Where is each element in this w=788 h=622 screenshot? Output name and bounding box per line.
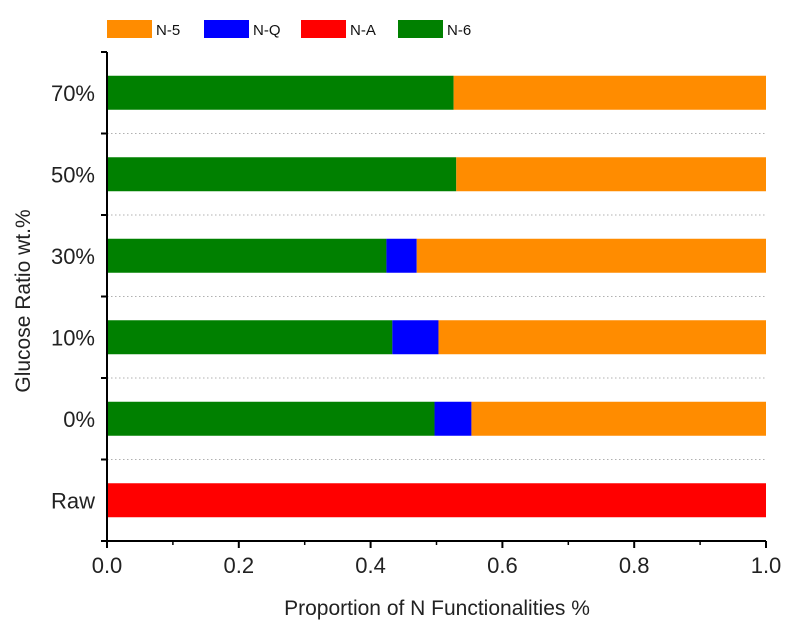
bar-10-n-5 bbox=[438, 320, 766, 355]
bar-10-n-6 bbox=[107, 320, 393, 355]
bar-10-n-q bbox=[392, 320, 439, 355]
legend-item-n-q: N-Q bbox=[204, 20, 281, 39]
legend: N-5 N-Q N-A N-6 bbox=[107, 20, 471, 39]
bar-70-n-5 bbox=[453, 75, 766, 110]
y-tick-label: 30% bbox=[51, 244, 95, 269]
x-axis-title: Proportion of N Functionalities % bbox=[284, 597, 590, 620]
legend-item-n-5: N-5 bbox=[107, 20, 180, 39]
legend-swatch bbox=[107, 20, 152, 38]
y-axis-title: Glucose Ratio wt.% bbox=[12, 209, 35, 392]
legend-swatch bbox=[204, 20, 249, 38]
legend-swatch bbox=[301, 20, 346, 38]
legend-label: N-5 bbox=[156, 22, 180, 39]
bar-50-n-5 bbox=[456, 157, 766, 192]
legend-label: N-Q bbox=[253, 22, 281, 39]
bar-30-n-5 bbox=[416, 238, 766, 273]
x-axis-ticks: 0.0 0.2 0.4 0.6 0.8 1.0 bbox=[92, 541, 782, 578]
bar-0-n-5 bbox=[471, 401, 766, 436]
legend-swatch bbox=[398, 20, 443, 38]
bar-70-n-6 bbox=[107, 75, 454, 110]
bar-30-n-6 bbox=[107, 238, 387, 273]
legend-label: N-A bbox=[350, 22, 376, 39]
x-tick-label: 0.2 bbox=[224, 553, 255, 578]
y-tick-label: 0% bbox=[63, 407, 95, 432]
gridlines bbox=[107, 133, 766, 460]
x-tick-label: 0.0 bbox=[92, 553, 123, 578]
y-tick-label: 70% bbox=[51, 81, 95, 106]
bar-50-n-6 bbox=[107, 157, 457, 192]
legend-item-n-6: N-6 bbox=[398, 20, 471, 39]
y-tick-label: 10% bbox=[51, 325, 95, 350]
bar-0-n-q bbox=[434, 401, 472, 436]
x-tick-label: 0.4 bbox=[355, 553, 386, 578]
y-tick-label: Raw bbox=[51, 488, 95, 513]
x-tick-label: 0.6 bbox=[487, 553, 518, 578]
bar-0-n-6 bbox=[107, 401, 435, 436]
y-axis-ticks: Raw 0% 10% 30% 50% 70% bbox=[51, 51, 107, 542]
x-tick-label: 1.0 bbox=[751, 553, 782, 578]
bar-raw-n-a bbox=[107, 483, 766, 518]
legend-item-n-a: N-A bbox=[301, 20, 376, 39]
bars bbox=[107, 75, 766, 518]
legend-label: N-6 bbox=[447, 22, 471, 39]
y-tick-label: 50% bbox=[51, 162, 95, 187]
x-tick-label: 0.8 bbox=[619, 553, 650, 578]
bar-30-n-q bbox=[386, 238, 417, 273]
